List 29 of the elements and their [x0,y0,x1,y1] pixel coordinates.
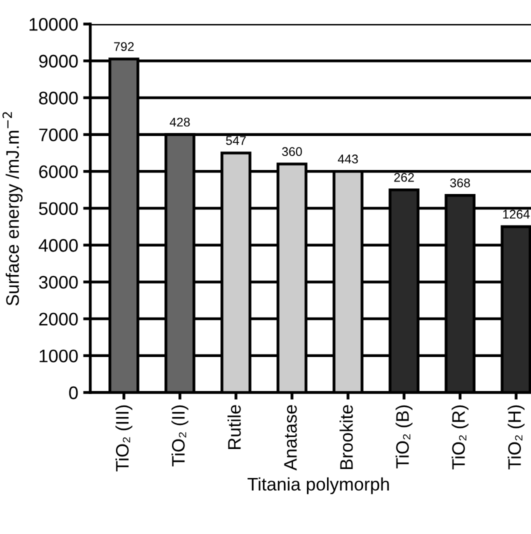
annotation: 262 [394,172,414,182]
x-tick-label: Anatase [284,405,297,471]
x-tick-label: TiO₂ (B) [396,405,412,468]
y-tick-label: 0 [69,386,78,400]
y-tick-label: 9000 [39,54,78,68]
y-tick-label: 1000 [40,350,78,362]
annotation: 368 [450,178,470,188]
y-tick-label: 5000 [39,202,78,215]
y-tick-label: 6000 [39,165,78,178]
y-tick-label: 4000 [38,239,78,252]
x-tick-label: TiO₂ (III) [115,405,132,472]
x-tick-label: Rutile [228,405,241,449]
annotation: 792 [114,42,134,52]
x-tick-label: TiO₂ (R) [452,405,468,470]
x-tick-label: TiO₂ (H) [508,405,525,470]
annotation: 1264 [503,210,530,219]
annotation: 428 [170,118,190,127]
annotation: 443 [338,154,358,164]
x-axis-title: Titania polymorph [248,477,389,494]
y-tick-label: 10000 [30,18,78,31]
y-tick-label: 2000 [39,312,78,326]
annotation: 360 [282,147,302,156]
y-tick-label: 3000 [38,276,78,289]
annotation: 547 [226,136,246,145]
y-tick-label: 7000 [39,128,78,142]
x-tick-label: Brookite [340,405,353,470]
x-tick-label: TiO₂ (II) [172,405,188,466]
y-axis-title: Surface energy /mJ.m$^{−2}$ [2,112,23,306]
y-tick-label: 8000 [39,92,78,104]
